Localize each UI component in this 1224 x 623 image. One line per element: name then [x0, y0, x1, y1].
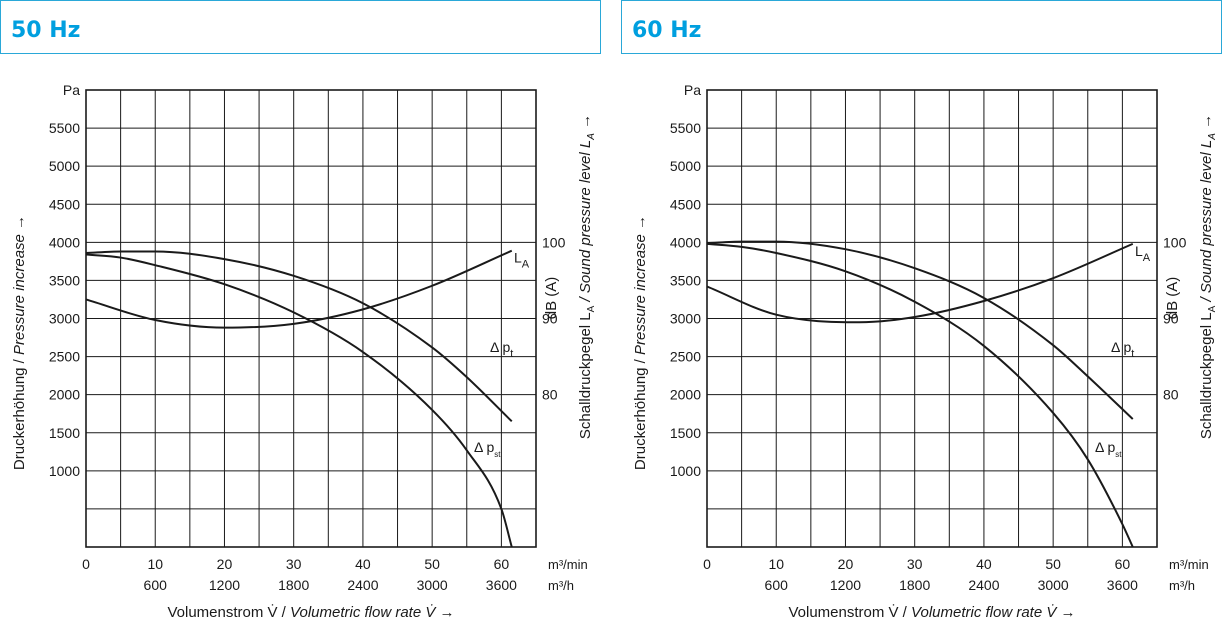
series-label: Δ pt: [1111, 339, 1134, 360]
x2-tick-label: 2400: [347, 577, 378, 593]
chart-50hz: 1000150020002500300035004000450050005500…: [11, 82, 597, 621]
y-tick-label: 1000: [49, 463, 80, 479]
panel-title: 50 Hz: [11, 18, 81, 43]
x-unit-label: m³/min: [1169, 557, 1209, 572]
x-tick-label: 0: [703, 556, 711, 572]
y-tick-label: 2500: [49, 349, 80, 365]
y2-unit-label: dB (A): [1164, 277, 1181, 320]
x-tick-label: 60: [1115, 556, 1131, 572]
x2-tick-label: 2400: [968, 577, 999, 593]
x2-tick-label: 3000: [1038, 577, 1069, 593]
series-label: LA: [1135, 243, 1151, 264]
series-line-l-a: [706, 242, 1134, 324]
x-axis-label: Volumenstrom V̇ / Volumetric flow rate V…: [788, 604, 1075, 621]
series-label: Δ pt: [490, 339, 513, 360]
y2-tick-label: 90: [542, 311, 558, 327]
y2-axis-label: Schalldruckpegel LA / Sound pressure lev…: [1198, 114, 1218, 439]
y-tick-label: 1500: [49, 425, 80, 441]
y-tick-label: 2000: [670, 387, 701, 403]
y-tick-label: 2500: [670, 349, 701, 365]
plot-frame: [85, 89, 537, 548]
x-tick-label: 20: [838, 556, 854, 572]
x-tick-label: 10: [768, 556, 784, 572]
y-unit-label: Pa: [63, 82, 80, 98]
y-tick-label: 5500: [49, 120, 80, 136]
chart-panel-50hz: 50 Hz 1000 1500 2000 2500 3000 3500 4000 4500 50…: [0, 0, 603, 623]
y-axis-label: Druckerhöhung / Pressure increase →: [632, 215, 649, 470]
chart-panel-60hz: 60 Hz 1000 1500 2000 2500 3000 3500 4000 4500 50…: [621, 0, 1224, 623]
x2-tick-label: 1200: [830, 577, 861, 593]
y2-tick-label: 90: [1163, 311, 1179, 327]
y-tick-label: 4000: [49, 234, 80, 250]
y-tick-label: 1000: [670, 463, 701, 479]
series-line--p-t: [85, 250, 513, 423]
series-line--p-st: [706, 242, 1134, 548]
grid: [85, 89, 537, 548]
x-tick-label: 30: [907, 556, 923, 572]
x-tick-label: 40: [355, 556, 371, 572]
panel-title: 60 Hz: [632, 18, 702, 43]
series-line--p-t: [706, 240, 1134, 420]
y-tick-label: 3000: [49, 311, 80, 327]
y2-tick-label: 80: [1163, 387, 1179, 403]
curves: [85, 249, 513, 548]
grid: [706, 89, 1158, 548]
series-label: Δ pst: [474, 439, 501, 459]
x-tick-label: 0: [82, 556, 90, 572]
plot-frame: [706, 89, 1158, 548]
panel-header: 60 Hz: [621, 0, 1222, 54]
x2-tick-label: 3600: [486, 577, 517, 593]
x-tick-label: 50: [1045, 556, 1061, 572]
y2-tick-label: 100: [542, 234, 566, 250]
x2-unit-label: m³/h: [1169, 578, 1195, 593]
x-axis-label: Volumenstrom V̇ / Volumetric flow rate V…: [167, 604, 454, 621]
x-tick-label: 50: [424, 556, 440, 572]
y2-tick-label: 80: [542, 387, 558, 403]
panel-header: 50 Hz: [0, 0, 601, 54]
x-tick-label: 20: [217, 556, 233, 572]
chart-60hz: 1000150020002500300035004000450050005500…: [632, 82, 1218, 621]
x2-tick-label: 600: [765, 577, 789, 593]
x-tick-label: 10: [147, 556, 163, 572]
y-tick-label: 4500: [49, 196, 80, 212]
curves: [706, 240, 1134, 548]
y2-unit-label: dB (A): [543, 277, 560, 320]
x2-tick-label: 600: [144, 577, 168, 593]
x-tick-label: 60: [494, 556, 510, 572]
y-tick-label: 4000: [670, 234, 701, 250]
y-unit-label: Pa: [684, 82, 701, 98]
y-tick-label: 3500: [670, 272, 701, 288]
x2-unit-label: m³/h: [548, 578, 574, 593]
y2-axis-label: Schalldruckpegel LA / Sound pressure lev…: [577, 114, 597, 439]
x2-tick-label: 1200: [209, 577, 240, 593]
y-tick-label: 1500: [670, 425, 701, 441]
y-tick-label: 3000: [670, 311, 701, 327]
y-tick-label: 5000: [49, 158, 80, 174]
series-line--p-st: [85, 253, 513, 548]
y-tick-label: 3500: [49, 272, 80, 288]
series-label: Δ pst: [1095, 439, 1122, 459]
x2-tick-label: 3600: [1107, 577, 1138, 593]
x2-tick-label: 1800: [278, 577, 309, 593]
y-tick-label: 4500: [670, 196, 701, 212]
x2-tick-label: 1800: [899, 577, 930, 593]
y-tick-label: 5500: [670, 120, 701, 136]
series-label: LA: [514, 250, 530, 271]
x-tick-label: 40: [976, 556, 992, 572]
y2-tick-label: 100: [1163, 234, 1187, 250]
x-tick-label: 30: [286, 556, 302, 572]
x-unit-label: m³/min: [548, 557, 588, 572]
y-tick-label: 2000: [49, 387, 80, 403]
series-line-l-a: [85, 249, 513, 329]
y-axis-label: Druckerhöhung / Pressure increase →: [11, 215, 28, 470]
y-tick-label: 5000: [670, 158, 701, 174]
x2-tick-label: 3000: [417, 577, 448, 593]
